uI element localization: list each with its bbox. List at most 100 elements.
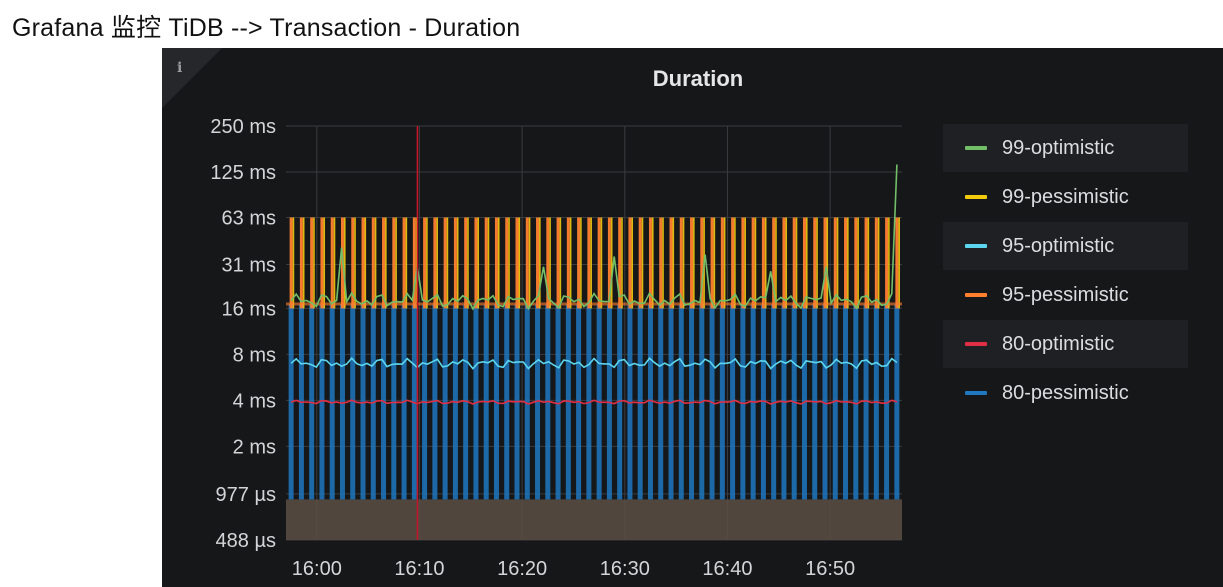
series-95-pessimistic-spike — [382, 217, 386, 309]
series-99-pessimistic-spike — [518, 217, 521, 309]
series-95-pessimistic-spike — [289, 217, 293, 309]
duration-chart[interactable]: 488 µs 977 µs 2 ms 4 ms 8 ms 16 ms 31 ms 63 ms 1… — [162, 48, 1223, 587]
legend-label: 80-pessimistic — [1002, 381, 1129, 404]
legend-item-80-pessimistic[interactable]: 80-pessimistic — [943, 369, 1188, 417]
info-icon[interactable]: i — [177, 60, 183, 76]
series-99-pessimistic-spike — [857, 217, 859, 309]
series-80-pessimistic-spike — [442, 304, 448, 500]
series-95-pessimistic-spike — [536, 217, 540, 309]
series-95-pessimistic-spike — [453, 217, 457, 309]
series-95-pessimistic-spike — [361, 217, 365, 309]
legend-item-80-optimistic[interactable]: 80-optimistic — [943, 320, 1188, 368]
series-95-pessimistic-spike — [392, 217, 396, 309]
series-95-pessimistic-spike — [628, 217, 632, 309]
series-95-pessimistic-spike — [864, 217, 868, 309]
series-80-pessimistic-spike — [329, 304, 335, 500]
series-95-pessimistic-spike — [423, 217, 427, 309]
series-99-pessimistic-spike — [888, 217, 890, 309]
y-tick-label: 31 ms — [222, 255, 276, 277]
series-99-pessimistic-spike — [354, 217, 356, 309]
legend-swatch — [965, 391, 987, 395]
legend-swatch — [965, 342, 987, 346]
series-99-pessimistic-spike — [467, 217, 469, 309]
series-95-pessimistic-spike — [741, 217, 745, 309]
series-95-pessimistic-spike — [310, 217, 314, 309]
series-99-pessimistic-spike — [395, 217, 397, 309]
series-99-pessimistic-spike — [313, 217, 315, 309]
y-tick-label: 16 ms — [222, 298, 276, 320]
series-95-pessimistic-spike — [761, 217, 765, 309]
x-tick-label: 16:40 — [702, 558, 752, 580]
series-80-optimistic-line — [290, 399, 898, 405]
legend-label: 95-pessimistic — [1002, 283, 1129, 306]
duration-panel: i Duration 488 µs 977 µs 2 ms 4 ms 8 ms 16 ms… — [162, 48, 1223, 587]
series-95-pessimistic-spike — [844, 217, 848, 309]
legend-item-99-optimistic[interactable]: 99-optimistic — [943, 124, 1188, 172]
series-95-pessimistic-spike — [443, 217, 447, 309]
series-95-pessimistic-spike — [659, 217, 663, 309]
series-99-pessimistic-spike — [682, 217, 685, 309]
series-99-pessimistic-spike — [898, 217, 900, 309]
y-tick-label: 488 µs — [216, 530, 276, 552]
series-99-pessimistic-spike — [590, 217, 592, 309]
series-99-pessimistic-spike — [385, 217, 387, 309]
series-99-pessimistic-spike — [302, 217, 305, 309]
legend-swatch — [965, 293, 987, 297]
series-95-pessimistic-spike — [710, 217, 714, 309]
series-99-pessimistic-spike — [415, 217, 418, 309]
y-tick-label: 8 ms — [233, 344, 276, 366]
series-99-pessimistic-spike — [528, 217, 531, 309]
series-95-pessimistic-spike — [854, 217, 858, 309]
series-99-pessimistic-spike — [754, 217, 757, 309]
legend-label: 95-optimistic — [1002, 234, 1115, 257]
legend-item-95-pessimistic[interactable]: 95-pessimistic — [943, 271, 1188, 319]
series-99-pessimistic-spike — [672, 217, 675, 309]
series-99-pessimistic-spike — [508, 217, 510, 309]
series-95-pessimistic-spike — [515, 217, 519, 309]
x-tick-label: 16:00 — [292, 558, 342, 580]
legend-item-95-optimistic[interactable]: 95-optimistic — [943, 222, 1188, 270]
panel-title[interactable]: Duration — [652, 66, 744, 91]
legend-item-99-pessimistic[interactable]: 99-pessimistic — [943, 173, 1188, 221]
y-tick-label: 4 ms — [233, 390, 276, 412]
series-99-pessimistic-spike — [693, 217, 695, 309]
series-95-pessimistic-spike — [320, 217, 324, 309]
series-99-pessimistic-spike — [436, 217, 438, 309]
series-99-pessimistic-spike — [764, 217, 767, 309]
series-99-pessimistic-spike — [836, 217, 839, 309]
series-95-pessimistic-spike — [782, 217, 786, 309]
series-99-pessimistic-spike — [610, 217, 613, 309]
series-80-pessimistic-spike — [658, 304, 664, 500]
chart-legend: 99-optimistic 99-pessimistic 95-optimistic… — [943, 124, 1188, 418]
legend-label: 80-optimistic — [1002, 332, 1115, 355]
y-tick-label: 125 ms — [210, 162, 276, 184]
series-95-pessimistic-spike — [679, 217, 683, 309]
series-80-pessimistic-spike — [740, 304, 746, 500]
chart-grid — [286, 125, 902, 541]
series-99-pessimistic-spike — [292, 217, 295, 309]
series-99-pessimistic-spike — [847, 217, 849, 309]
series-95-pessimistic-spike — [895, 217, 899, 309]
series-95-pessimistic-spike — [525, 217, 529, 309]
series-99-pessimistic-spike — [487, 217, 490, 309]
chart-series-lines — [290, 164, 898, 405]
series-95-pessimistic-spike — [638, 217, 642, 309]
series-95-pessimistic-spike — [669, 217, 673, 309]
series-80-pessimistic-spike — [339, 304, 345, 500]
series-80-pessimistic-spike — [884, 304, 890, 500]
series-95-optimistic-line — [290, 356, 898, 370]
y-tick-label: 250 ms — [210, 116, 276, 138]
y-tick-label: 977 µs — [216, 484, 276, 506]
series-99-pessimistic-spike — [497, 217, 500, 309]
legend-label: 99-optimistic — [1002, 136, 1115, 159]
series-95-pessimistic-spike — [484, 217, 488, 309]
chart-area-fill — [286, 499, 902, 540]
series-95-pessimistic-spike — [690, 217, 694, 309]
series-99-pessimistic-spike — [539, 217, 541, 309]
series-99-pessimistic-spike — [343, 217, 346, 309]
series-99-pessimistic-spike — [877, 217, 880, 309]
series-99-pessimistic-spike — [549, 217, 551, 309]
area-80-pessimistic-base — [286, 499, 902, 540]
series-99-optimistic-line — [290, 164, 898, 311]
x-tick-label: 16:10 — [394, 558, 444, 580]
